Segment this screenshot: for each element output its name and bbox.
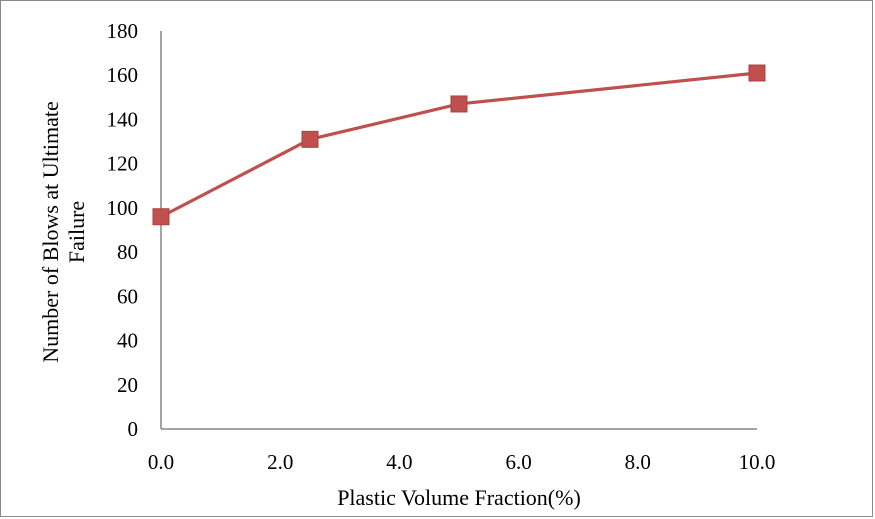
- axes: [160, 31, 757, 430]
- x-tick-label: 4.0: [386, 450, 412, 474]
- x-tick-label: 2.0: [267, 450, 293, 474]
- data-point-marker: [748, 64, 766, 82]
- series-layer: [152, 64, 766, 226]
- x-tick-label: 0.0: [148, 450, 174, 474]
- y-tick-labels: 0 20 40 60 80 100 120 140 160 180: [107, 19, 139, 441]
- y-tick-label: 60: [117, 284, 138, 308]
- y-tick-label: 80: [117, 240, 138, 264]
- y-tick-label: 140: [107, 107, 139, 131]
- y-tick-label: 180: [107, 19, 139, 43]
- series-line: [160, 71, 758, 219]
- data-point-marker: [301, 130, 319, 148]
- data-point-marker: [450, 95, 468, 113]
- x-tick-label: 10.0: [739, 450, 776, 474]
- x-axis-title: Plastic Volume Fraction(%): [337, 485, 581, 510]
- y-axis-title-line-2: Failure: [64, 201, 89, 263]
- y-tick-label: 100: [107, 196, 139, 220]
- x-tick-labels: 0.0 2.0 4.0 6.0 8.0 10.0: [148, 450, 776, 474]
- y-tick-label: 160: [107, 63, 139, 87]
- data-point-marker: [152, 208, 170, 226]
- y-axis-title: Number of Blows at Ultimate Failure: [38, 101, 89, 363]
- y-tick-label: 40: [117, 329, 138, 353]
- y-tick-label: 120: [107, 152, 139, 176]
- y-tick-label: 0: [128, 417, 139, 441]
- x-tick-label: 8.0: [625, 450, 651, 474]
- y-tick-label: 20: [117, 373, 138, 397]
- y-axis-title-line-1: Number of Blows at Ultimate: [38, 101, 63, 363]
- x-tick-label: 6.0: [505, 450, 531, 474]
